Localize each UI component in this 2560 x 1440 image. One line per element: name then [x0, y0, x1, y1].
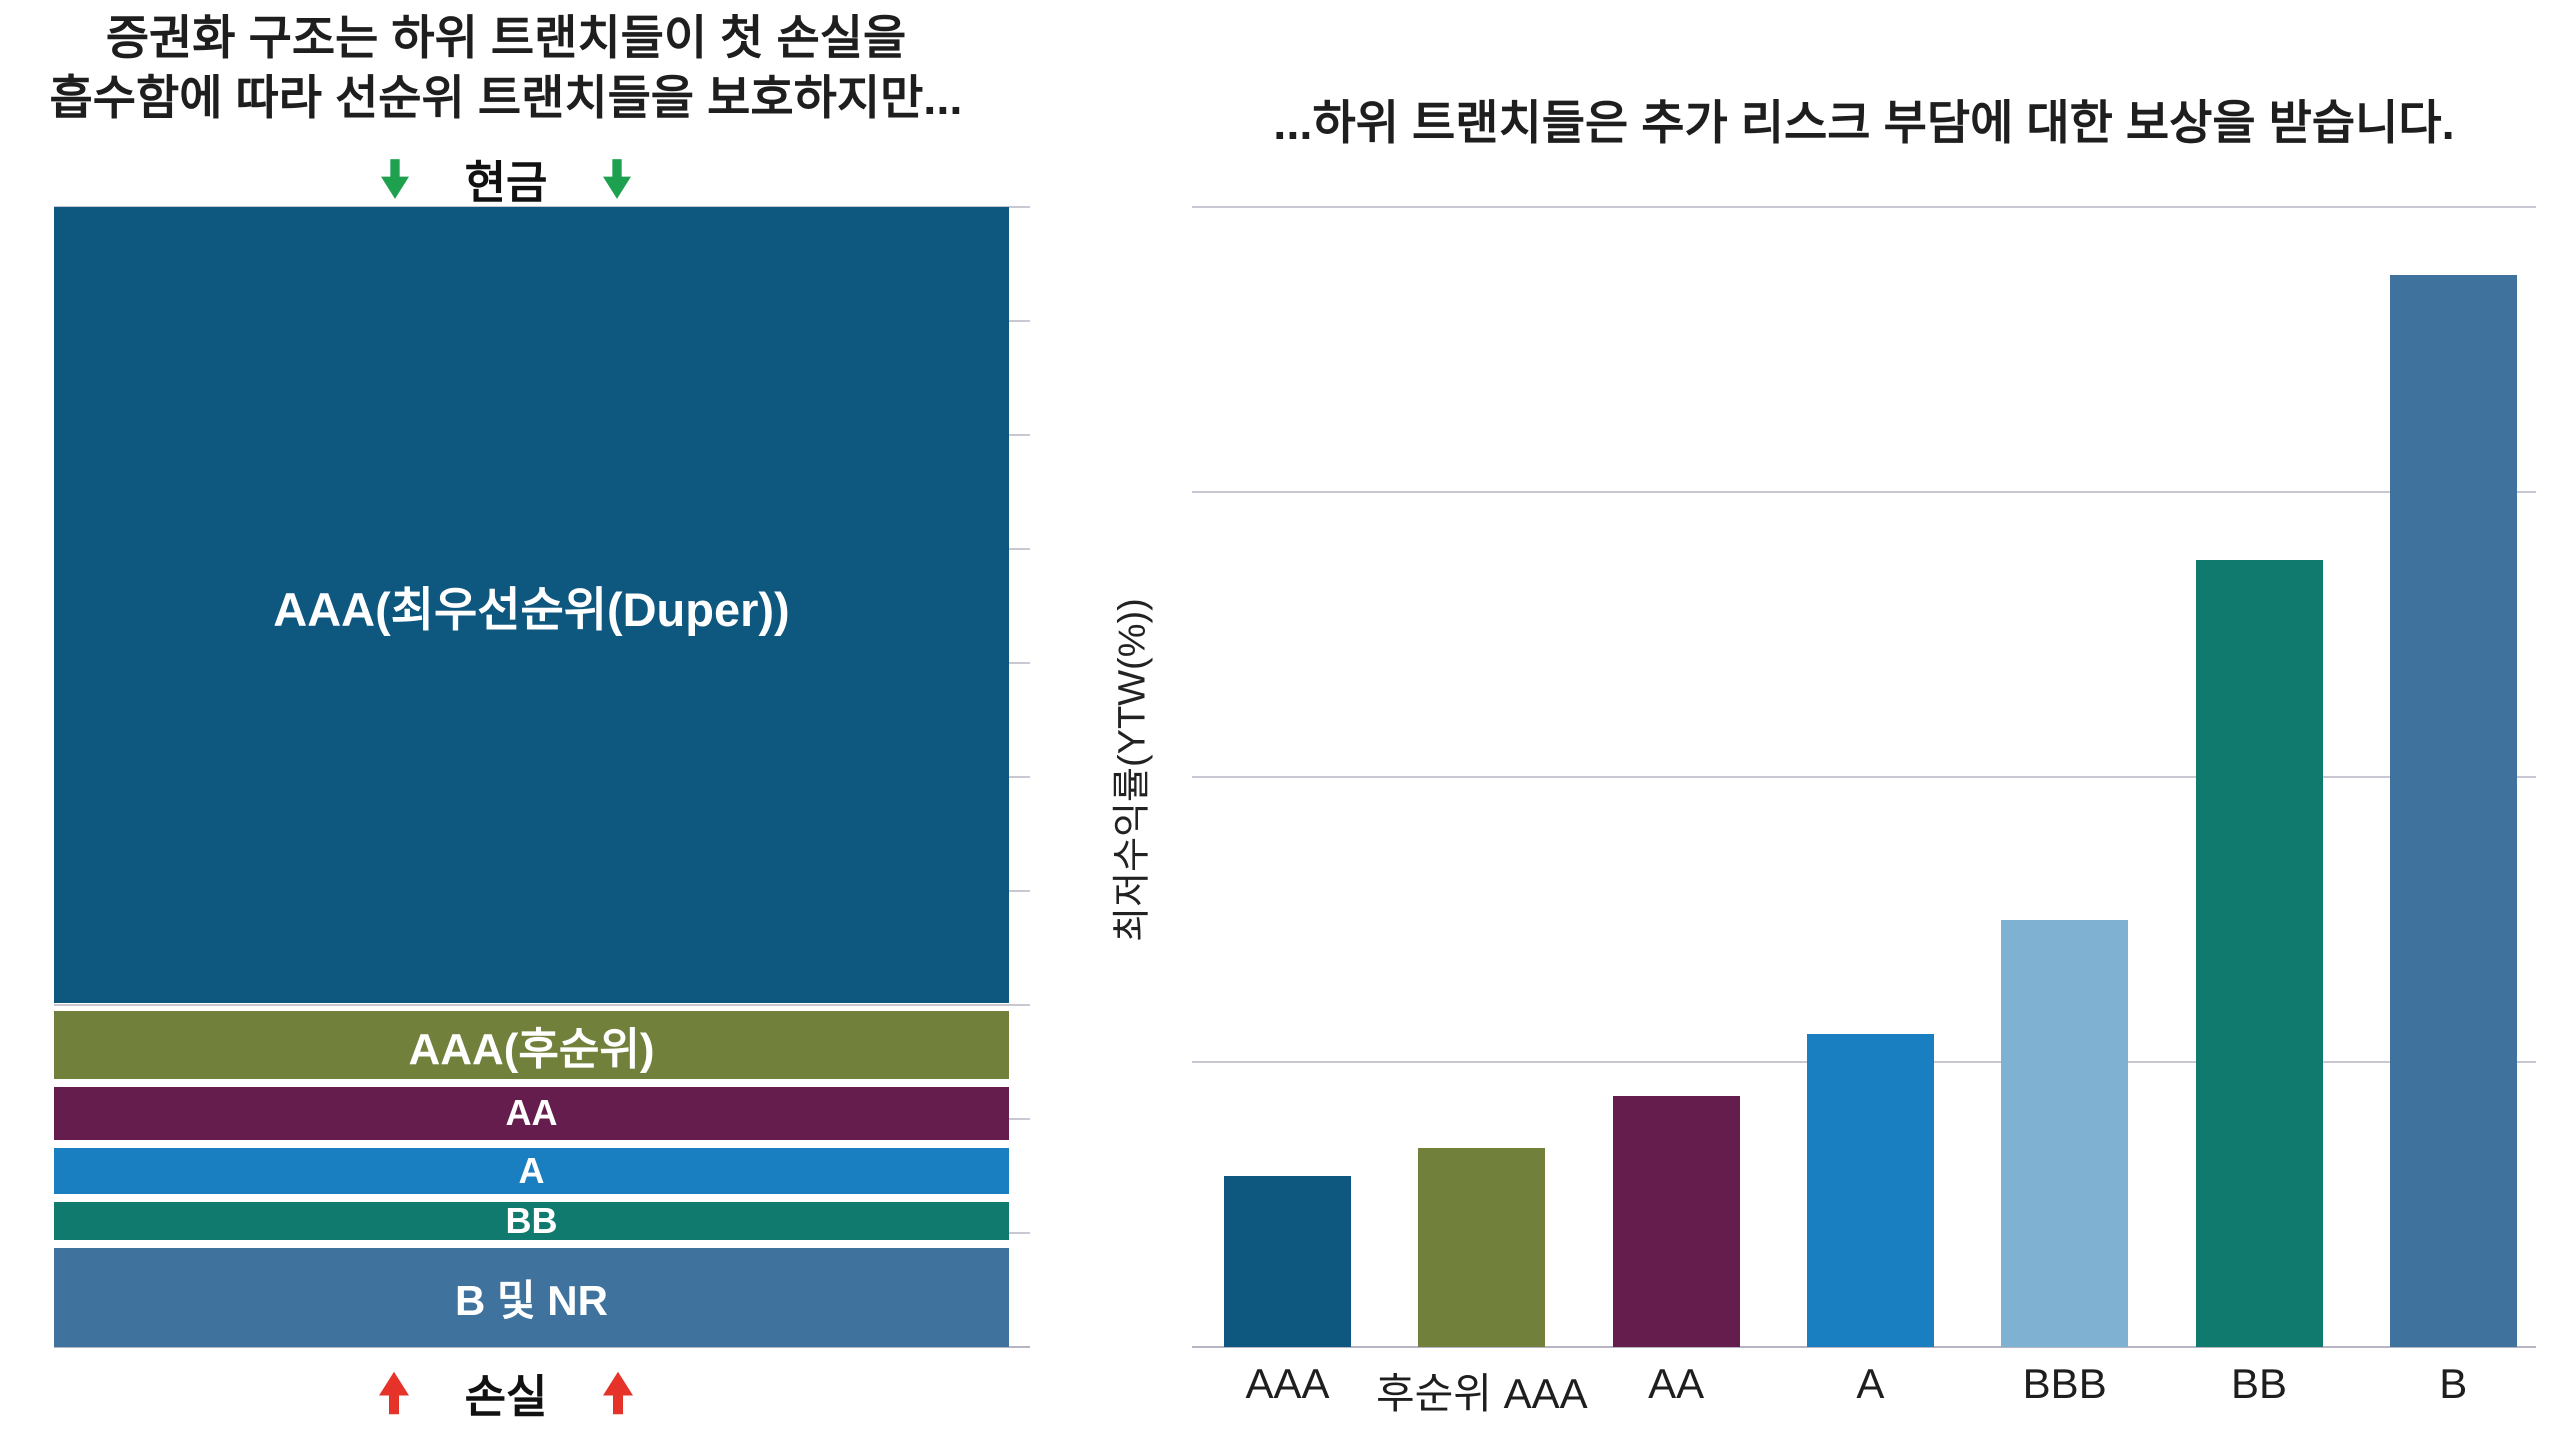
yield-bar-chart [1192, 206, 2536, 1348]
tranche-segment-label: AA [505, 1092, 558, 1134]
cash-arrow-down-icon [603, 158, 632, 199]
x-tick-label-2: AA [1648, 1360, 1705, 1407]
gridline [54, 1004, 1030, 1006]
tranche-segment-1: AAA(후순위) [54, 1011, 1009, 1079]
tranche-segment-3: A [54, 1147, 1009, 1194]
x-tick-label-0: AAA [1245, 1360, 1330, 1407]
tranche-segment-label: AAA(최우선순위(Duper)) [273, 582, 790, 636]
tranche-segment-5: B 및 NR [54, 1248, 1009, 1347]
loss-flow-row: 손실 [0, 1360, 1012, 1425]
left-title-line2: 흡수함에 따라 선순위 트랜치들을 보호하지만... [49, 70, 963, 124]
tranche-segment-2: AA [54, 1086, 1009, 1140]
x-tick-label-6: B [2439, 1360, 2468, 1407]
tranche-stack: AAA(최우선순위(Duper)) AAA(후순위) AA A BB B 및 NR [54, 207, 1009, 1347]
yield-bar-0 [1224, 1176, 1351, 1347]
tranche-segment-0: AAA(최우선순위(Duper)) [54, 207, 1009, 1004]
gridline [1192, 491, 2536, 493]
cash-arrow-down-icon [380, 158, 409, 199]
tranche-segment-4: BB [54, 1201, 1009, 1241]
x-tick-label-1: 후순위 AAA [1375, 1370, 1588, 1417]
x-tick-label-3: A [1856, 1360, 1885, 1407]
tranche-segment-label: AAA(후순위) [408, 1025, 655, 1075]
gridline [1192, 206, 2536, 208]
y-axis-label: 최저수익률(YTW(%)) [1111, 598, 1154, 942]
yield-bar-5 [2195, 560, 2323, 1347]
axis-baseline [54, 1346, 1030, 1348]
tranche-segment-label: A [518, 1149, 545, 1191]
left-panel-title: 증권화 구조는 하위 트랜치들이 첫 손실을 흡수함에 따라 선순위 트랜치들을… [0, 8, 1012, 127]
right-panel-title: ...하위 트랜치들은 추가 리스크 부담에 대한 보상을 받습니다. [1273, 96, 2455, 149]
gridline [1192, 776, 2536, 778]
tranche-segment-label: BB [505, 1201, 558, 1241]
x-tick-label-4: BBB [2022, 1360, 2107, 1407]
axis-baseline [1192, 1346, 2536, 1348]
left-title-line1: 증권화 구조는 하위 트랜치들이 첫 손실을 [105, 11, 907, 64]
x-axis-labels: AAA 후순위 AAA AA A BBB BB B [1192, 1360, 2536, 1420]
tranche-segment-label: B 및 NR [455, 1277, 608, 1325]
yield-bar-1 [1418, 1147, 1546, 1347]
yield-bar-6 [2389, 275, 2517, 1347]
loss-arrow-up-icon [378, 1371, 409, 1414]
cash-flow-row: 현금 [0, 146, 1012, 211]
x-tick-label-5: BB [2230, 1360, 2288, 1407]
yield-bar-3 [1806, 1033, 1934, 1347]
yield-bar-2 [1612, 1096, 1740, 1347]
tranche-structure-chart: AAA(최우선순위(Duper)) AAA(후순위) AA A BB B 및 NR [54, 206, 1030, 1348]
loss-label: 손실 [464, 1371, 548, 1422]
yield-bar-4 [2001, 919, 2129, 1347]
loss-arrow-up-icon [603, 1371, 634, 1414]
cash-label: 현금 [464, 157, 548, 208]
